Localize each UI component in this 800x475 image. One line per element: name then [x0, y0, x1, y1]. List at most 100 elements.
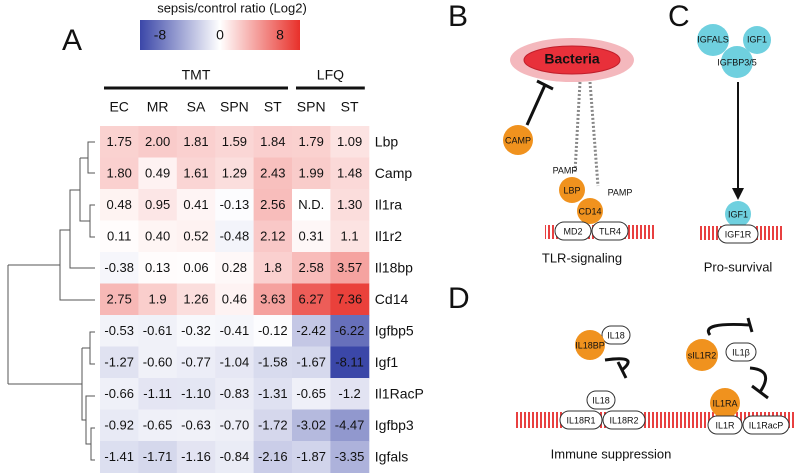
heat-cell — [330, 189, 370, 221]
heat-cell — [253, 126, 293, 158]
row-label: Il1r2 — [375, 228, 402, 244]
caption: Immune suppression — [551, 446, 672, 461]
cell-value: -1.87 — [296, 449, 326, 464]
heat-cell — [138, 189, 178, 221]
cell-value: 1.99 — [299, 166, 324, 181]
heat-cell — [215, 220, 255, 253]
cell-value: -0.66 — [104, 386, 134, 401]
receptor — [554, 221, 592, 241]
cell-value: 7.36 — [337, 292, 362, 307]
receptor — [707, 415, 743, 435]
cell-value: 0.49 — [145, 166, 170, 181]
heat-cell — [253, 346, 293, 379]
row-label: Igfals — [375, 448, 408, 464]
column-label: ST — [341, 99, 359, 115]
panel-label: C — [668, 0, 690, 33]
heat-cell — [215, 441, 255, 473]
protein — [725, 342, 757, 362]
cell-value: 1.9 — [149, 292, 167, 307]
cell-value: -3.35 — [335, 449, 365, 464]
cell-value: -1.41 — [104, 449, 134, 464]
heat-cell — [253, 157, 293, 190]
heat-cell — [138, 441, 178, 473]
branch — [80, 141, 95, 174]
cell-value: 6.27 — [299, 292, 324, 307]
column-label: ST — [264, 99, 282, 115]
heat-cell — [138, 157, 178, 190]
link — [588, 81, 600, 187]
heat-cell — [138, 378, 178, 410]
heat-cell — [330, 220, 370, 253]
cell-value: -0.63 — [181, 418, 211, 433]
protein — [586, 390, 616, 410]
cell-value: -1.16 — [181, 449, 211, 464]
link — [573, 81, 582, 173]
heat-cell — [215, 409, 255, 442]
heat-cell — [330, 441, 370, 473]
label: IL18R1 — [566, 415, 595, 425]
row-label: Camp — [375, 165, 413, 181]
protein — [601, 325, 631, 345]
cell-value: 0.11 — [107, 229, 131, 244]
protein — [725, 201, 751, 227]
row-label: Il1RacP — [375, 385, 424, 401]
heat-cell — [100, 126, 139, 158]
label: IL18 — [607, 330, 625, 340]
cell-value: -1.04 — [220, 355, 250, 370]
heat-cell — [292, 220, 331, 253]
protein — [721, 46, 753, 78]
heat-cell — [292, 126, 331, 158]
heat-cell — [330, 283, 370, 316]
heat-cell — [292, 157, 331, 190]
cell-value: -2.16 — [258, 449, 288, 464]
cell-value: 1.81 — [183, 134, 208, 149]
cell-value: 3.57 — [337, 260, 362, 275]
colorbar-tick-label: -8 — [154, 27, 167, 43]
heat-cell — [176, 252, 216, 284]
cell-value: -1.11 — [143, 386, 172, 401]
branch — [84, 204, 95, 238]
cell-value: 1.75 — [107, 134, 132, 149]
cell-value: 2.58 — [299, 260, 324, 275]
cell-value: -0.60 — [143, 355, 173, 370]
cell-value: 0.48 — [107, 197, 132, 212]
cell-value: 0.28 — [222, 260, 247, 275]
heat-cell — [330, 346, 370, 379]
inhibition — [525, 79, 554, 126]
heat-cell — [100, 157, 139, 190]
label: sIL1R2 — [688, 350, 717, 360]
heat-cell — [100, 252, 139, 284]
heat-cell — [100, 409, 139, 442]
cell-value: -0.77 — [181, 355, 211, 370]
row-label: Il18bp — [375, 259, 413, 275]
arrowhead — [732, 188, 744, 200]
cell-value: 2.12 — [260, 229, 285, 244]
cell-value: -0.65 — [143, 418, 173, 433]
cell-value: -0.38 — [104, 260, 134, 275]
group-label: LFQ — [317, 67, 344, 83]
heat-cell — [330, 157, 370, 190]
heat-cell — [176, 220, 216, 253]
heat-cell — [292, 409, 331, 442]
heat-cell — [330, 315, 370, 347]
caption: Pro-survival — [704, 259, 773, 274]
label: IL1RacP — [749, 420, 784, 430]
heat-cell — [215, 378, 255, 410]
receptor — [559, 410, 603, 430]
heat-cell — [176, 189, 216, 221]
colorbar-tick-label: 0 — [216, 27, 224, 43]
colorbar-title: sepsis/control ratio (Log2) — [157, 0, 307, 15]
label: PAMP — [608, 187, 633, 197]
protein — [503, 125, 533, 155]
protein — [559, 177, 585, 203]
cell-value: -0.65 — [296, 386, 326, 401]
cell-value: -1.58 — [258, 355, 288, 370]
receptor — [742, 415, 790, 435]
dendrogram — [7, 141, 95, 461]
heat-cell — [100, 189, 139, 221]
label: IL18R2 — [609, 415, 638, 425]
cell-value: 2.56 — [260, 197, 285, 212]
cell-value: N.D. — [298, 197, 324, 212]
heat-cell — [253, 189, 293, 221]
label: IGF1R — [725, 229, 752, 239]
